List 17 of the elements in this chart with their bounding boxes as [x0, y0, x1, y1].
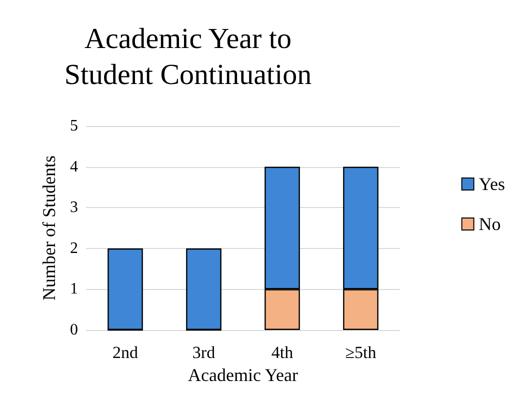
y-tick-label: 1 — [70, 280, 78, 298]
chart-title: Academic Year to Student Continuation — [64, 23, 312, 91]
y-tick-label: 5 — [70, 118, 78, 134]
y-tick-label: 4 — [70, 158, 78, 176]
y-tick-label: 3 — [70, 199, 78, 216]
y-tick-label: 2 — [70, 240, 78, 257]
y-tick-label: 0 — [70, 322, 78, 338]
bar — [186, 248, 222, 330]
y-axis-title: Number of Students — [39, 156, 59, 300]
bar — [108, 248, 143, 330]
x-axis-title: Academic Year — [188, 365, 298, 385]
x-tick-label: ≥5th — [345, 343, 377, 362]
x-tick-label: 4th — [271, 343, 294, 362]
legend-label: No — [478, 214, 501, 234]
x-tick-label: 3rd — [192, 343, 216, 362]
legend-label: Yes — [478, 174, 506, 194]
x-tick-label: 2nd — [112, 343, 138, 362]
